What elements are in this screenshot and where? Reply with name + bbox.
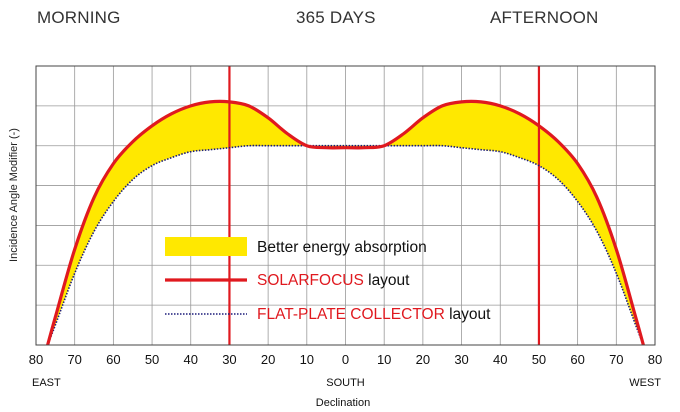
legend-label-black: Better energy absorption — [257, 239, 427, 256]
x-tick-label: 40 — [493, 352, 507, 367]
x-tick-label: 20 — [261, 352, 275, 367]
x-tick-label: 50 — [145, 352, 159, 367]
x-tick-label: 10 — [377, 352, 391, 367]
x-tick-label: 30 — [222, 352, 236, 367]
legend-label: FLAT-PLATE COLLECTOR layout — [257, 306, 491, 323]
x-tick-label: 70 — [609, 352, 623, 367]
legend-label-red: FLAT-PLATE COLLECTOR — [257, 306, 445, 323]
x-tick-label: 60 — [106, 352, 120, 367]
direction-label: WEST — [629, 377, 661, 389]
x-axis-label: Declination — [316, 397, 370, 409]
legend-label: SOLARFOCUS layout — [257, 272, 410, 289]
legend-fill-swatch — [165, 237, 247, 256]
x-tick-label: 50 — [532, 352, 546, 367]
plot-frame — [35, 65, 656, 346]
direction-label: SOUTH — [326, 377, 365, 389]
series-lines — [46, 99, 645, 346]
direction-labels: EAST SOUTH WEST — [32, 377, 661, 389]
plot-border — [35, 65, 656, 346]
x-tick-label: 30 — [454, 352, 468, 367]
x-tick-label: 40 — [184, 352, 198, 367]
x-tick-label: 20 — [416, 352, 430, 367]
x-tick-label: 80 — [648, 352, 662, 367]
x-tick-label: 70 — [67, 352, 81, 367]
header-365-days: 365 DAYS — [296, 8, 376, 27]
header-morning: MORNING — [37, 8, 121, 27]
legend-label-black: layout — [364, 272, 410, 289]
legend-label: Better energy absorption — [257, 239, 427, 256]
x-tick-label: 60 — [570, 352, 584, 367]
x-tick-labels: 80 70 60 50 40 30 20 10 0 10 20 30 40 50 60 70 80 — [29, 352, 662, 367]
legend: Better energy absorption SOLARFOCUS layou… — [165, 237, 491, 323]
grid — [35, 66, 656, 345]
x-tick-label: 80 — [29, 352, 43, 367]
direction-label: EAST — [32, 377, 61, 389]
x-tick-label: 0 — [342, 352, 349, 367]
vertical-markers — [228, 66, 541, 345]
legend-label-red: SOLARFOCUS — [257, 272, 364, 289]
header-afternoon: AFTERNOON — [490, 8, 599, 27]
solarfocus-line — [46, 99, 645, 346]
x-tick-label: 10 — [300, 352, 314, 367]
legend-label-black: layout — [445, 306, 491, 323]
